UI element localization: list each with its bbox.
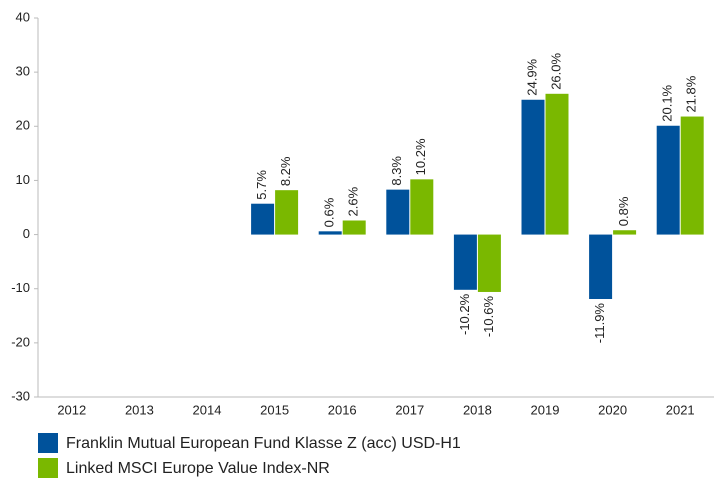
- bar: [318, 231, 342, 235]
- data-label: 0.8%: [616, 196, 631, 226]
- data-label: 24.9%: [524, 58, 539, 95]
- legend-swatch: [38, 433, 58, 453]
- y-tick-label: 20: [16, 118, 30, 133]
- bar: [613, 230, 637, 235]
- bar: [251, 203, 275, 235]
- x-tick-label: 2017: [395, 402, 424, 417]
- data-label: 26.0%: [548, 52, 563, 89]
- bar: [656, 125, 680, 235]
- x-tick-label: 2021: [666, 402, 695, 417]
- y-tick-label: 0: [23, 226, 30, 241]
- bar: [386, 189, 410, 235]
- data-label: 10.2%: [413, 138, 428, 175]
- data-label: -10.2%: [457, 293, 472, 335]
- data-label: -10.6%: [481, 296, 496, 338]
- data-label: 20.1%: [660, 84, 675, 121]
- y-tick-label: 40: [16, 9, 30, 24]
- x-tick-label: 2015: [260, 402, 289, 417]
- y-tick-label: 30: [16, 64, 30, 79]
- data-label: 0.6%: [322, 197, 337, 227]
- x-tick-label: 2016: [328, 402, 357, 417]
- bar: [453, 234, 477, 290]
- y-tick-label: 10: [16, 172, 30, 187]
- data-label: 8.3%: [389, 156, 404, 186]
- bar: [477, 234, 501, 292]
- x-tick-label: 2013: [125, 402, 154, 417]
- bar: [589, 234, 613, 300]
- legend-swatch: [38, 458, 58, 478]
- legend-label: Linked MSCI Europe Value Index-NR: [66, 460, 330, 477]
- bar: [275, 190, 299, 235]
- bar: [680, 116, 704, 235]
- bar: [342, 220, 366, 235]
- data-label: -11.9%: [592, 303, 607, 344]
- data-label: 8.2%: [278, 156, 293, 186]
- y-tick-label: -10: [11, 280, 30, 295]
- x-tick-label: 2012: [57, 402, 86, 417]
- data-label: 5.7%: [254, 170, 269, 200]
- x-tick-label: 2018: [463, 402, 492, 417]
- x-tick-label: 2020: [598, 402, 627, 417]
- x-tick-label: 2019: [531, 402, 560, 417]
- y-tick-label: -30: [11, 388, 30, 403]
- bar: [521, 99, 545, 235]
- bar: [410, 179, 434, 235]
- bar: [545, 93, 569, 235]
- data-label: 21.8%: [684, 75, 699, 112]
- data-label: 2.6%: [346, 186, 361, 216]
- x-tick-label: 2014: [193, 402, 222, 417]
- y-tick-label: -20: [11, 334, 30, 349]
- legend-label: Franklin Mutual European Fund Klasse Z (…: [66, 435, 461, 452]
